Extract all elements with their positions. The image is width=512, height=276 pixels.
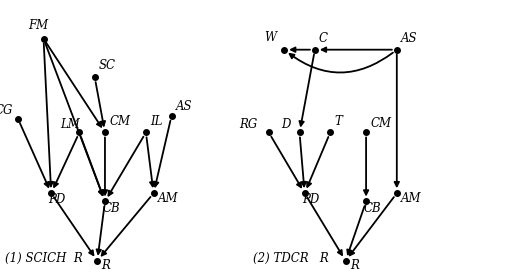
Text: IL: IL: [150, 115, 162, 128]
Text: R: R: [101, 259, 110, 272]
Text: CB: CB: [102, 202, 120, 215]
Text: AS: AS: [176, 100, 192, 113]
Text: LM: LM: [60, 118, 80, 131]
Text: AM: AM: [401, 192, 421, 205]
Text: SC: SC: [99, 59, 116, 72]
Text: (1) SCICH  R: (1) SCICH R: [5, 252, 83, 265]
Text: AM: AM: [158, 192, 178, 205]
Text: PD: PD: [49, 193, 66, 206]
Text: RG: RG: [239, 118, 258, 131]
Text: CB: CB: [364, 202, 381, 215]
Text: AS: AS: [401, 32, 417, 45]
Text: R: R: [350, 259, 358, 272]
Text: CG: CG: [0, 104, 13, 117]
Text: FM: FM: [28, 19, 48, 32]
Text: W: W: [265, 31, 277, 44]
Text: C: C: [319, 32, 328, 45]
Text: CM: CM: [109, 115, 130, 128]
Text: D: D: [282, 118, 291, 131]
Text: T: T: [334, 115, 342, 128]
Text: PD: PD: [302, 193, 319, 206]
Text: CM: CM: [370, 117, 391, 130]
Text: (2) TDCR   R: (2) TDCR R: [253, 252, 329, 265]
